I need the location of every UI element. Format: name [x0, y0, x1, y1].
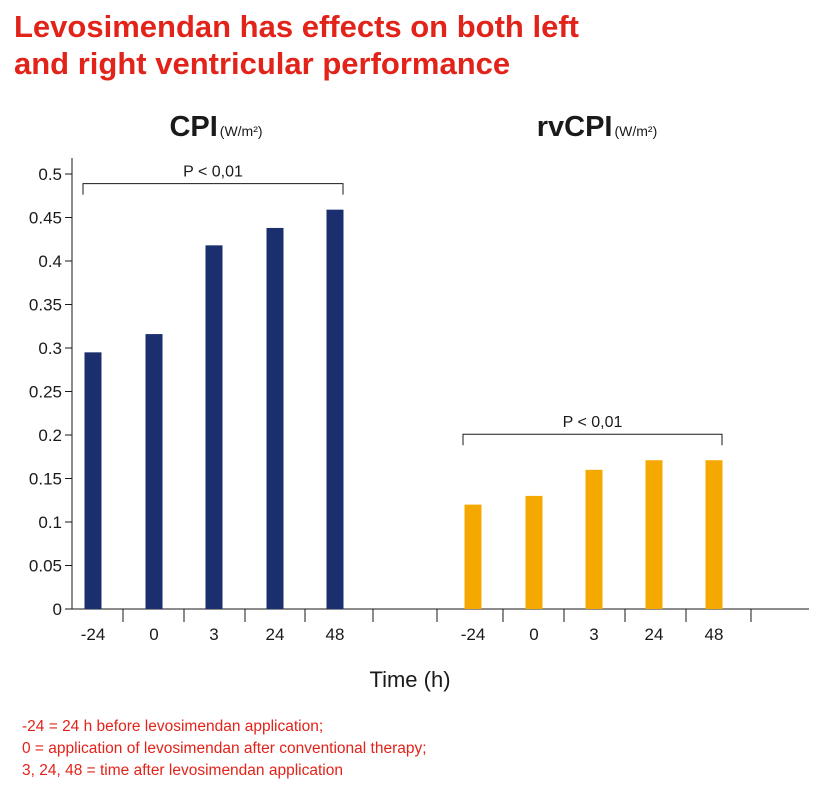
panel-title: rvCPI (W/m²): [537, 111, 658, 143]
bar: [326, 209, 344, 610]
significance-bracket: [82, 183, 344, 195]
title-line-2: and right ventricular performance: [14, 46, 511, 81]
footnotes: -24 = 24 h before levosimendan applicati…: [22, 716, 427, 782]
significance-label: P < 0,01: [563, 414, 623, 431]
panel-title-unit: (W/m²): [615, 123, 658, 139]
y-tick-label: 0: [53, 600, 62, 619]
y-tick-label: 0.05: [29, 557, 62, 576]
footnote-3: 3, 24, 48 = time after levosimendan appl…: [22, 762, 343, 779]
y-tick-label: 0.45: [29, 209, 62, 228]
panel-titles: CPI (W/m²) rvCPI (W/m²): [169, 111, 657, 143]
bar: [266, 227, 284, 609]
significance-bracket: [462, 433, 723, 446]
x-tick-label: 3: [589, 625, 598, 644]
title-line-1: Levosimendan has effects on both left: [14, 9, 579, 44]
x-axis: -24 0 3 24 48 -24 0 3 24 48: [72, 608, 809, 644]
panel-title-name: rvCPI: [537, 111, 613, 143]
panel-title: CPI (W/m²): [169, 111, 262, 143]
y-tick-label: 0.35: [29, 296, 62, 315]
x-tick-label: 48: [705, 625, 724, 644]
panel-title-name: CPI: [169, 111, 217, 143]
chart-title: Levosimendan has effects on both left an…: [14, 8, 579, 82]
x-tick-label: 24: [645, 625, 664, 644]
x-tick-label: 3: [209, 625, 218, 644]
x-tick-label: -24: [81, 625, 106, 644]
bar-chart: CPI (W/m²) rvCPI (W/m²) 0.50.450.40.350.30.…: [29, 111, 809, 692]
x-tick-label: 0: [149, 625, 158, 644]
y-tick-label: 0.4: [38, 252, 62, 271]
y-axis: 0.5 0.45 0.4 0.35 0.3 0.25 0.2 0.15 0.1 0.05 0: [29, 158, 73, 619]
bar: [645, 460, 663, 609]
bars: [84, 209, 723, 610]
x-tick-label: -24: [461, 625, 486, 644]
y-tick-label: 0.2: [38, 426, 62, 445]
significance-label: P < 0,01: [183, 164, 243, 181]
x-tick-label: 24: [266, 625, 285, 644]
y-tick-label: 0.15: [29, 470, 62, 489]
footnote-2: 0 = application of levosimendan after co…: [22, 740, 427, 757]
y-tick-label: 0.3: [38, 339, 62, 358]
bar: [205, 245, 223, 609]
y-tick-label: 0.1: [38, 513, 62, 532]
bar: [525, 495, 543, 609]
x-tick-label: 0: [529, 625, 538, 644]
bar: [705, 460, 723, 609]
footnote-1: -24 = 24 h before levosimendan applicati…: [22, 718, 324, 735]
panel-title-unit: (W/m²): [220, 123, 263, 139]
y-tick-label: 0.25: [29, 383, 62, 402]
bar: [145, 334, 163, 609]
bar: [585, 469, 603, 609]
x-tick-label: 48: [326, 625, 345, 644]
bar: [84, 352, 102, 609]
bar: [464, 504, 482, 609]
significance-brackets: P < 0,01 P < 0,01: [82, 164, 723, 446]
x-axis-label: Time (h): [369, 667, 450, 692]
y-tick-label: 0.5: [38, 165, 62, 184]
